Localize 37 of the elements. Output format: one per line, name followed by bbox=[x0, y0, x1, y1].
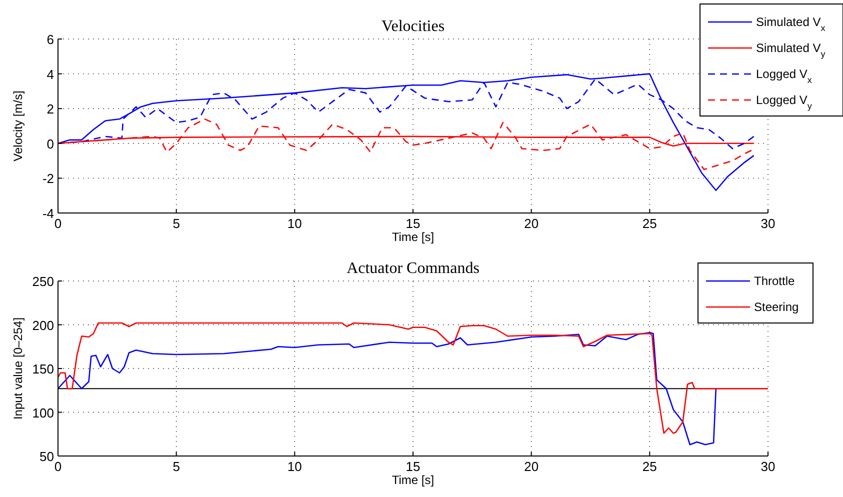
x-axis-title: Time [s] bbox=[392, 230, 434, 244]
y-tick-label: 2 bbox=[46, 102, 54, 117]
x-tick-label: 20 bbox=[524, 216, 539, 231]
x-tick-label: 10 bbox=[287, 216, 302, 231]
legend-label: Steering bbox=[754, 300, 799, 314]
x-tick-label: 30 bbox=[760, 459, 776, 474]
x-tick-label: 25 bbox=[642, 459, 657, 474]
y-tick-label: 150 bbox=[32, 362, 54, 376]
y-tick-label: 50 bbox=[40, 449, 54, 464]
x-tick-label: 15 bbox=[406, 459, 420, 474]
legend-label: Logged V$_{y}$ bbox=[756, 93, 812, 111]
chart-title: Velocities bbox=[381, 18, 445, 35]
y-tick-label: 200 bbox=[32, 318, 54, 333]
x-tick-label: 20 bbox=[524, 459, 539, 474]
y-tick-label: 250 bbox=[32, 274, 54, 289]
legend-label: Simulated V$_{y}$ bbox=[756, 41, 826, 59]
line-series bbox=[57, 332, 717, 446]
legend-label: Simulated V$_{x}$ bbox=[756, 15, 826, 33]
y-tick-label: -4 bbox=[42, 206, 54, 221]
chart-title: Actuator Commands bbox=[346, 260, 480, 277]
x-tick-label: 30 bbox=[760, 216, 776, 231]
y-axis-title: Velocity [m/s] bbox=[11, 90, 25, 162]
x-tick-label: 5 bbox=[172, 216, 180, 231]
legend-label: Logged V$_{x}$ bbox=[756, 67, 812, 85]
x-tick-label: 5 bbox=[172, 459, 180, 474]
y-tick-label: 6 bbox=[46, 32, 54, 47]
x-tick-label: 15 bbox=[406, 216, 420, 231]
y-tick-label: 100 bbox=[32, 405, 54, 420]
y-tick-label: 4 bbox=[46, 66, 54, 82]
x-tick-label: 10 bbox=[287, 459, 302, 474]
x-tick-label: 25 bbox=[642, 216, 657, 231]
x-axis-title: Time [s] bbox=[392, 473, 434, 487]
line-series bbox=[57, 322, 769, 434]
y-tick-label: -2 bbox=[42, 171, 54, 186]
y-axis-title: Input value [0–254] bbox=[11, 317, 25, 420]
y-tick-label: 0 bbox=[46, 136, 54, 152]
legend-label: Throttle bbox=[754, 274, 796, 288]
